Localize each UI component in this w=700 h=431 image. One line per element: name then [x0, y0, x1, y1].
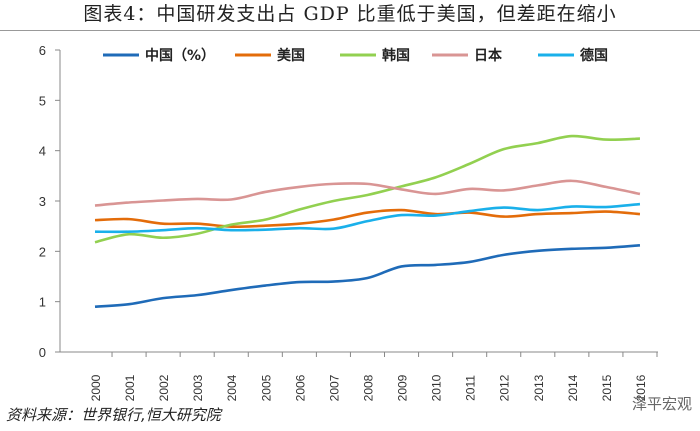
x-tick-label: 2014	[566, 374, 580, 401]
legend-label-4: 德国	[580, 47, 608, 64]
y-tick-label: 0	[39, 345, 46, 360]
x-tick-label: 2003	[191, 374, 205, 401]
series-line-3	[94, 179, 641, 207]
x-tick-label: 2001	[123, 374, 137, 401]
source-note: 资料来源：世界银行,恒大研究院	[6, 406, 221, 424]
series-line-2	[94, 134, 640, 244]
x-tick-label: 2016	[634, 374, 648, 401]
x-tick-label: 2005	[259, 374, 273, 401]
series-line-1	[94, 208, 641, 229]
series-line-0	[94, 243, 641, 308]
y-tick-label: 1	[39, 295, 46, 310]
y-tick-label: 5	[39, 93, 46, 108]
x-tick-label: 2013	[532, 374, 546, 401]
x-tick-label: 2006	[293, 374, 307, 401]
legend-label-3: 日本	[474, 47, 503, 64]
x-tick-label: 2011	[464, 375, 478, 401]
y-tick-label: 2	[39, 244, 46, 259]
watermark: 泽平宏观	[631, 395, 692, 413]
legend-label-2: 韩国	[382, 47, 410, 64]
y-tick-label: 6	[39, 43, 46, 58]
x-tick-label: 2009	[396, 374, 410, 401]
x-tick-label: 2000	[89, 374, 103, 401]
x-tick-label: 2010	[430, 374, 444, 401]
y-tick-label: 4	[39, 144, 46, 159]
title-divider	[0, 30, 700, 31]
series-line-4	[94, 202, 641, 234]
x-tick-label: 2007	[327, 374, 341, 401]
x-tick-label: 2004	[225, 374, 239, 401]
y-tick-label: 3	[39, 194, 46, 209]
x-tick-label: 2012	[498, 374, 512, 401]
legend-label-1: 美国	[277, 47, 305, 64]
legend-label-0: 中国（%）	[145, 47, 215, 64]
chart-title: 图表4：中国研发支出占 GDP 比重低于美国，但差距在缩小	[83, 3, 617, 25]
x-tick-label: 2002	[157, 374, 171, 401]
x-tick-label: 2008	[361, 374, 375, 401]
x-tick-label: 2015	[600, 374, 614, 401]
